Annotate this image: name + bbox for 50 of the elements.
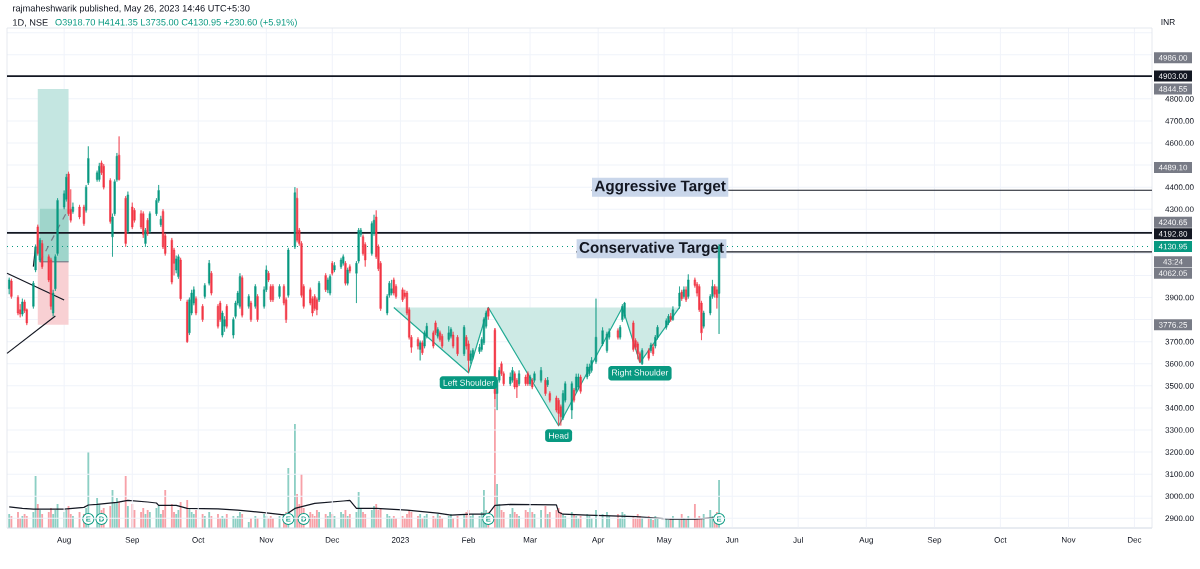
x-tick-label: Sep xyxy=(927,537,942,545)
chart-title: 1D, NSE xyxy=(13,19,48,27)
y-tick-label: 4600.00 xyxy=(1165,140,1194,146)
text: 3776.25 xyxy=(1158,322,1188,328)
x-tick-label: Oct xyxy=(192,537,205,543)
text: rajmaheshwarik published, May 26, 2023 14:46 UTC+5:30 xyxy=(13,4,250,14)
y-tick-label: 4700.00 xyxy=(1165,118,1194,124)
y-tick-label: 3700.00 xyxy=(1165,338,1194,345)
x-tick-label: Jun xyxy=(725,537,739,543)
ref-line-label: 4130.95 xyxy=(1158,243,1188,250)
x-tick-label: Dec xyxy=(1127,537,1142,543)
x-tick-label: Dec xyxy=(325,537,340,543)
text: 4062.05 xyxy=(1158,270,1188,277)
y-tick-label: 3500.00 xyxy=(1165,383,1194,389)
x-tick-label: Mar xyxy=(523,537,537,543)
series-label: Aggressive Target xyxy=(594,180,726,195)
text: 4986.00 xyxy=(1158,54,1188,61)
ref-line-label: 4903.00 xyxy=(1158,73,1188,79)
y-tick-label: 3100.00 xyxy=(1165,471,1194,477)
x-tick-label: Feb xyxy=(462,537,476,543)
text: 43:24 xyxy=(1163,258,1183,265)
annotation: Right Shoulder xyxy=(612,369,669,378)
x-tick-label: Nov xyxy=(259,537,274,543)
y-tick-label: 3200.00 xyxy=(1165,449,1194,455)
text: 4240.65 xyxy=(1158,219,1188,226)
y-tick-label: 4800.00 xyxy=(1165,96,1194,102)
x-tick-label: May xyxy=(657,537,672,545)
x-tick-label: Sep xyxy=(125,537,140,545)
x-tick-label: 2023 xyxy=(391,537,409,543)
x-tick-label: Apr xyxy=(591,537,605,545)
annotation: Left Shoulder xyxy=(443,379,494,386)
chart-subtitle: O3918.70 H4141.35 L3735.00 C4130.95 +230.60 (+5.91%) xyxy=(55,18,297,28)
x-tick-label: Aug xyxy=(859,537,873,545)
y-tick-label: 3900.00 xyxy=(1165,294,1194,301)
x-tick-label: Nov xyxy=(1062,537,1076,543)
y-tick-label: 4300.00 xyxy=(1165,206,1194,213)
text: 4489.10 xyxy=(1158,164,1188,171)
text: 4844.55 xyxy=(1158,86,1188,92)
y-tick-label: 3300.00 xyxy=(1165,427,1194,433)
y-axis-title: INR xyxy=(1161,19,1175,25)
y-tick-label: 3400.00 xyxy=(1165,405,1194,411)
x-tick-label: Jul xyxy=(793,537,803,543)
annotation: Head xyxy=(549,432,569,439)
y-tick-label: 4400.00 xyxy=(1165,184,1194,190)
y-tick-label: 2900.00 xyxy=(1165,515,1194,522)
ref-line-label: 4192.80 xyxy=(1158,231,1188,237)
y-tick-label: 3600.00 xyxy=(1165,360,1194,367)
y-tick-label: 3000.00 xyxy=(1165,493,1194,500)
x-tick-label: Aug xyxy=(57,537,71,545)
x-tick-label: Oct xyxy=(994,537,1007,543)
